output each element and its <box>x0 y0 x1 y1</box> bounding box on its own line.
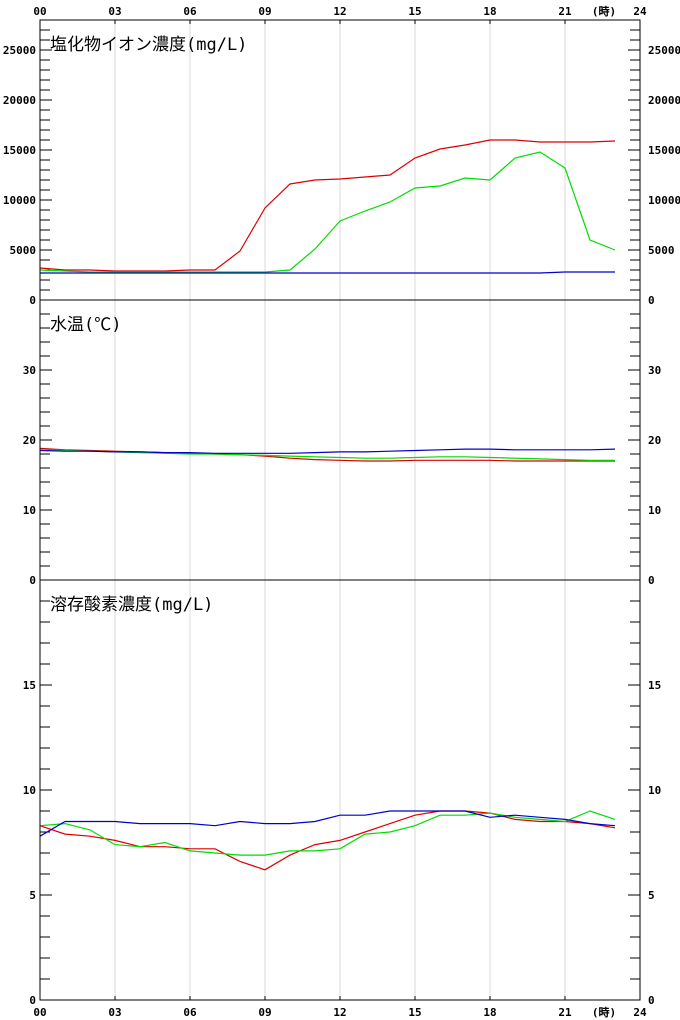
y-tick-label-left: 10 <box>23 784 36 797</box>
x-tick-label-bottom-03: 03 <box>108 1006 121 1019</box>
x-tick-label-bottom-18: 18 <box>483 1006 496 1019</box>
x-tick-label-top-12: 12 <box>333 5 346 18</box>
x-tick-label-bottom-12: 12 <box>333 1006 346 1019</box>
x-unit-label-top: (時) <box>592 4 616 18</box>
series-line-2 <box>39 151 616 273</box>
series-line-1 <box>39 810 616 871</box>
x-tick-label-top-21: 21 <box>558 5 572 18</box>
y-tick-label-left: 20000 <box>3 94 36 107</box>
y-tick-label-left: 0 <box>29 994 36 1007</box>
y-tick-label-left: 5000 <box>10 244 37 257</box>
x-tick-label-bottom-24: 24 <box>633 1006 647 1019</box>
y-tick-label-right: 15 <box>648 679 661 692</box>
y-tick-label-left: 15 <box>23 679 36 692</box>
y-tick-label-left: 5 <box>29 889 36 902</box>
panel-title: 水温(℃) <box>50 315 121 335</box>
y-tick-label-right: 10000 <box>648 194 680 207</box>
x-tick-label-bottom-21: 21 <box>558 1006 572 1019</box>
x-tick-label-top-03: 03 <box>108 5 121 18</box>
y-tick-label-left: 15000 <box>3 144 36 157</box>
y-tick-label-right: 0 <box>648 294 655 307</box>
y-tick-label-left: 30 <box>23 364 36 377</box>
series-line-2 <box>39 810 616 856</box>
y-tick-label-right: 10 <box>648 504 661 517</box>
x-unit-label-bottom: (時) <box>592 1005 616 1019</box>
x-tick-label-top-24: 24 <box>633 5 647 18</box>
x-tick-label-bottom-09: 09 <box>258 1006 271 1019</box>
x-tick-label-top-00: 00 <box>33 5 46 18</box>
panel-title: 溶存酸素濃度(mg/L) <box>50 595 213 615</box>
series-line-3 <box>39 448 616 454</box>
y-tick-label-left: 25000 <box>3 44 36 57</box>
y-tick-label-left: 10 <box>23 504 36 517</box>
y-tick-label-left: 20 <box>23 434 36 447</box>
x-tick-label-top-18: 18 <box>483 5 496 18</box>
series-line-3 <box>39 810 616 837</box>
y-tick-label-right: 20 <box>648 434 661 447</box>
x-tick-label-bottom-06: 06 <box>183 1006 197 1019</box>
x-tick-label-top-06: 06 <box>183 5 197 18</box>
x-tick-label-top-09: 09 <box>258 5 271 18</box>
y-tick-label-right: 20000 <box>648 94 680 107</box>
x-tick-label-bottom-15: 15 <box>408 1006 421 1019</box>
y-tick-label-right: 25000 <box>648 44 680 57</box>
y-tick-label-right: 10 <box>648 784 661 797</box>
y-tick-label-right: 5000 <box>648 244 675 257</box>
y-tick-label-left: 0 <box>29 574 36 587</box>
x-tick-label-bottom-00: 00 <box>33 1006 46 1019</box>
y-tick-label-right: 0 <box>648 994 655 1007</box>
y-tick-label-right: 5 <box>648 889 655 902</box>
series-line-3 <box>40 271 615 274</box>
y-tick-label-right: 0 <box>648 574 655 587</box>
y-tick-label-right: 30 <box>648 364 661 377</box>
series-line-1 <box>39 139 616 272</box>
y-tick-label-left: 10000 <box>3 194 36 207</box>
panel-title: 塩化物イオン濃度(mg/L) <box>50 35 247 55</box>
y-tick-label-left: 0 <box>29 294 36 307</box>
x-tick-label-top-15: 15 <box>408 5 421 18</box>
y-tick-label-right: 15000 <box>648 144 680 157</box>
